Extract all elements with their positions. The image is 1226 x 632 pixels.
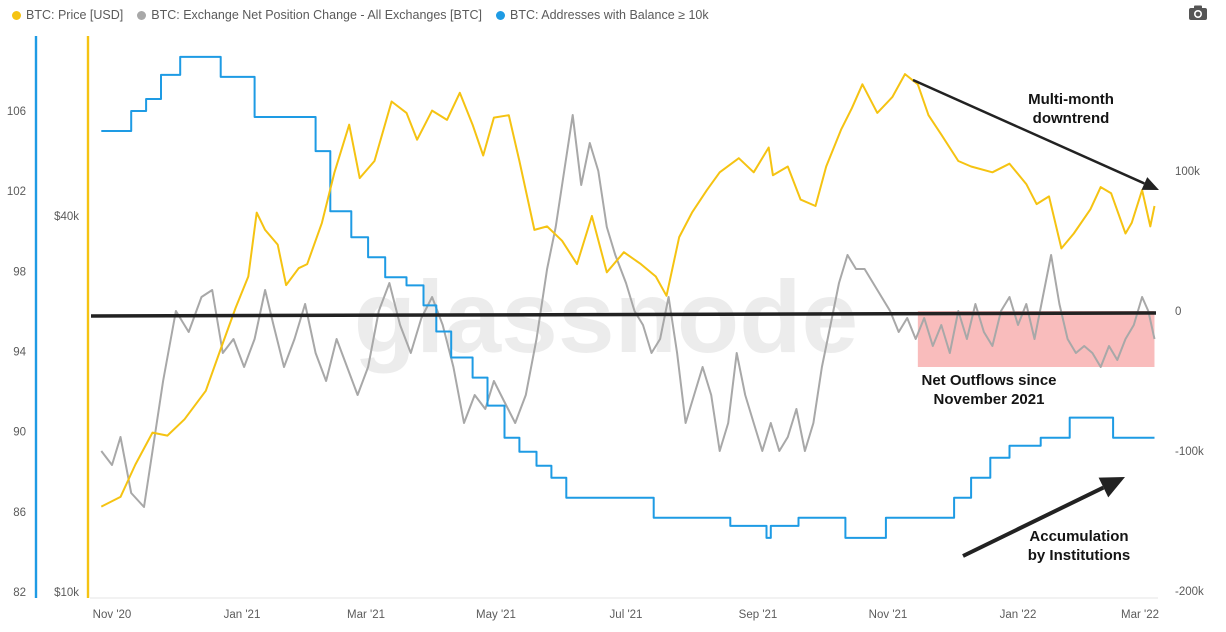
x-tick-label: Nov '21 <box>869 609 908 621</box>
y-tick-price: $10k <box>54 587 79 599</box>
y-tick-addresses: 86 <box>13 507 26 519</box>
y-tick-net-position: 0 <box>1175 306 1181 318</box>
downtrend-arrow-shaft <box>912 78 1145 185</box>
x-tick-label: Jan '21 <box>224 609 261 621</box>
y-tick-addresses: 82 <box>13 587 26 599</box>
x-tick-label: Jul '21 <box>610 609 643 621</box>
y-tick-addresses: 90 <box>13 427 26 439</box>
y-tick-addresses: 106 <box>7 106 26 118</box>
legend-item-net-position[interactable]: BTC: Exchange Net Position Change - All … <box>137 8 482 22</box>
legend-dot-price <box>12 10 21 20</box>
y-tick-net-position: -200k <box>1175 586 1204 598</box>
camera-icon[interactable] <box>1188 4 1208 22</box>
y-tick-net-position: -100k <box>1175 446 1204 458</box>
series-net-position-line <box>100 114 1156 508</box>
y-tick-addresses: 94 <box>13 347 26 359</box>
annotation-accumulation-line: Accumulation <box>1029 528 1128 545</box>
legend-item-addresses[interactable]: BTC: Addresses with Balance ≥ 10k <box>495 8 709 22</box>
annotation-downtrend-line: Multi-month <box>1028 91 1114 108</box>
x-tick-label: May '21 <box>476 609 516 621</box>
legend-label-price: BTC: Price [USD] <box>26 8 124 22</box>
y-tick-addresses: 98 <box>13 266 26 278</box>
legend-label-net-position: BTC: Exchange Net Position Change - All … <box>151 8 482 22</box>
series-price-line <box>100 73 1156 508</box>
legend-dot-addresses <box>495 10 505 20</box>
x-tick-label: Nov '20 <box>93 609 132 621</box>
annotation-accumulation-line: by Institutions <box>1028 547 1131 564</box>
annotation-net-outflows-line: November 2021 <box>934 391 1045 408</box>
annotation-net-outflows-line: Net Outflows since <box>921 372 1056 389</box>
legend-item-price[interactable]: BTC: Price [USD] <box>12 8 123 22</box>
accumulation-arrow-shaft <box>962 485 1105 558</box>
series-addresses-line <box>101 55 1155 539</box>
legend-label-addresses: BTC: Addresses with Balance ≥ 10k <box>509 8 709 22</box>
y-tick-net-position: 100k <box>1175 166 1200 178</box>
watermark: glassnode <box>354 260 858 374</box>
x-tick-label: Jan '22 <box>1000 609 1037 621</box>
x-tick-label: Mar '22 <box>1121 609 1159 621</box>
zero-trend-line <box>90 311 1157 318</box>
x-tick-label: Sep '21 <box>739 609 778 621</box>
x-tick-label: Mar '21 <box>347 609 385 621</box>
annotation-downtrend-line: downtrend <box>1033 110 1110 127</box>
y-tick-price: $40k <box>54 211 79 223</box>
accumulation-arrow-head <box>1098 477 1125 498</box>
y-tick-addresses: 102 <box>7 186 26 198</box>
chart-legend: BTC: Price [USD] BTC: Exchange Net Posit… <box>12 6 723 24</box>
downtrend-arrow-head <box>1141 177 1159 190</box>
legend-dot-net-position <box>137 10 147 20</box>
